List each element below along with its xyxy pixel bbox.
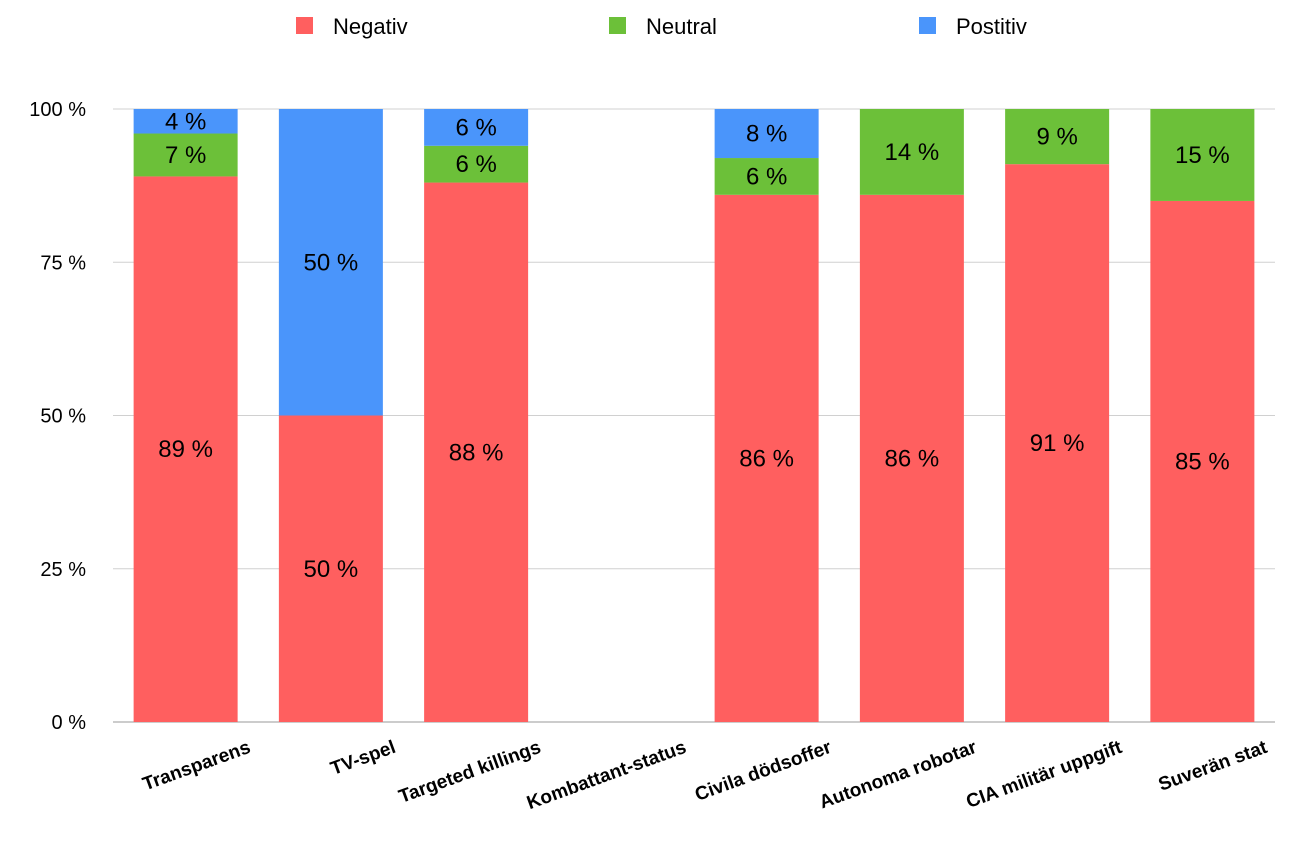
data-label: 91 % bbox=[1030, 430, 1085, 457]
y-axis: 0 % 25 % 50 % 75 % 100 % bbox=[29, 99, 86, 734]
data-label: 86 % bbox=[885, 445, 940, 472]
y-tick-label: 25 % bbox=[40, 559, 86, 581]
legend-label: Negativ bbox=[333, 14, 408, 39]
x-tick-label: CIA militär uppgift bbox=[964, 737, 1126, 813]
bar-segment bbox=[278, 415, 383, 722]
data-label: 50 % bbox=[304, 556, 359, 583]
x-tick-label: Targeted killings bbox=[396, 737, 544, 808]
bar-segment bbox=[278, 109, 383, 416]
legend-label: Neutral bbox=[646, 14, 717, 39]
data-label: 9 % bbox=[1036, 124, 1077, 151]
data-label: 88 % bbox=[449, 439, 504, 466]
x-tick-label: Autonoma robotar bbox=[817, 737, 980, 814]
bar-segment bbox=[424, 182, 529, 722]
bar-segment bbox=[714, 194, 819, 722]
data-label: 14 % bbox=[885, 139, 940, 166]
bar-segment bbox=[1150, 109, 1255, 201]
data-label: 8 % bbox=[746, 121, 787, 148]
data-label: 50 % bbox=[304, 249, 359, 276]
bars: 89 % 7 % 4 % 50 % 50 % 88 % 6 % 6 % 86 % 6 % 8 % 86… bbox=[133, 108, 1255, 723]
bar-segment bbox=[424, 145, 529, 183]
bar-segment bbox=[714, 109, 819, 159]
data-label: 6 % bbox=[455, 151, 496, 178]
x-tick-label: Kombattant-status bbox=[524, 737, 689, 814]
x-tick-label: Transparens bbox=[140, 737, 253, 795]
data-label: 7 % bbox=[165, 142, 206, 169]
y-tick-label: 100 % bbox=[29, 99, 86, 121]
bar-segment bbox=[859, 194, 964, 722]
bar-segment bbox=[133, 133, 238, 177]
data-label: 6 % bbox=[746, 163, 787, 190]
legend-label: Postitiv bbox=[956, 14, 1027, 39]
bar-segment bbox=[1005, 164, 1110, 723]
x-tick-label: TV-spel bbox=[328, 737, 399, 780]
bar-segment bbox=[424, 109, 529, 146]
data-label: 4 % bbox=[165, 108, 206, 135]
data-label: 86 % bbox=[739, 445, 794, 472]
data-label: 6 % bbox=[455, 114, 496, 141]
data-label: 15 % bbox=[1175, 142, 1230, 169]
y-tick-label: 75 % bbox=[40, 252, 86, 274]
y-tick-label: 50 % bbox=[40, 406, 86, 428]
y-tick-label: 0 % bbox=[52, 712, 87, 734]
legend-swatch bbox=[296, 17, 313, 34]
legend-swatch bbox=[919, 17, 936, 34]
bar-segment bbox=[1150, 200, 1255, 722]
data-label: 89 % bbox=[158, 436, 213, 463]
bar-segment bbox=[133, 176, 238, 722]
legend-swatch bbox=[609, 17, 626, 34]
bar-segment bbox=[133, 109, 238, 134]
data-label: 85 % bbox=[1175, 448, 1230, 475]
x-tick-label: Suverän stat bbox=[1156, 737, 1271, 796]
x-tick-label: Civila dödsoffer bbox=[692, 737, 835, 806]
bar-segment bbox=[859, 109, 964, 195]
legend: Negativ Neutral Postitiv bbox=[296, 14, 1027, 39]
bar-segment bbox=[714, 158, 819, 195]
bar-segment bbox=[1005, 109, 1110, 165]
